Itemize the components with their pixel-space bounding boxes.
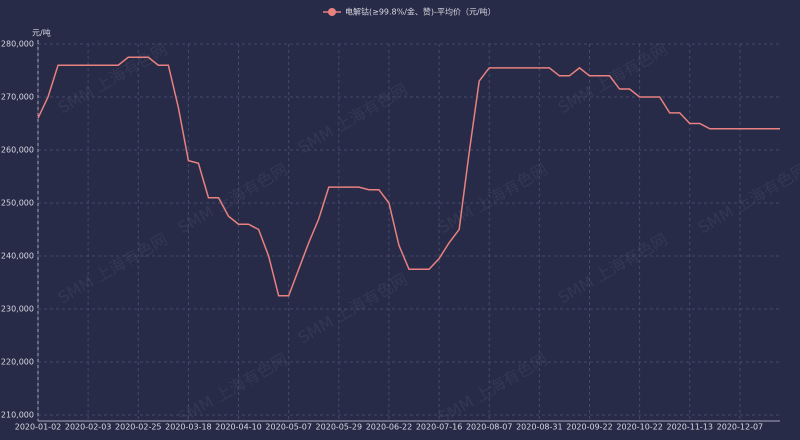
series-line [37,56,780,297]
y-tick-label: 280,000 [1,40,34,49]
y-tick-label: 260,000 [1,146,34,155]
x-tick-label: 2020-11-13 [667,423,714,432]
x-tick-label: 2020-08-31 [516,423,563,432]
y-tick-label: 250,000 [1,199,34,208]
x-tick-label: 2020-07-16 [416,423,463,432]
y-tick-label: 220,000 [1,358,34,367]
x-tick-label: 2020-05-29 [316,423,363,432]
x-tick-label: 2020-01-02 [15,423,62,432]
legend-label[interactable]: 电解钴(≥99.8%/金、赞)-平均价（元/吨） [345,7,496,17]
y-unit: 元/吨 [32,28,51,38]
legend-marker[interactable] [328,8,336,16]
x-tick-label: 2020-08-07 [466,423,513,432]
y-tick-label: 240,000 [1,252,34,261]
x-tick-label: 2020-03-18 [165,423,212,432]
y-tick-label: 210,000 [1,411,34,420]
y-tick-label: 230,000 [1,305,34,314]
x-tick-label: 2020-02-25 [115,423,162,432]
x-tick-label: 2020-12-07 [717,423,764,432]
x-tick-label: 2020-09-22 [566,423,613,432]
x-tick-label: 2020-04-10 [215,423,262,432]
x-tick-label: 2020-10-22 [616,423,663,432]
y-tick-label: 270,000 [1,93,34,102]
x-tick-label: 2020-02-03 [65,423,112,432]
x-tick-label: 2020-06-22 [366,423,413,432]
x-tick-label: 2020-05-07 [265,423,312,432]
